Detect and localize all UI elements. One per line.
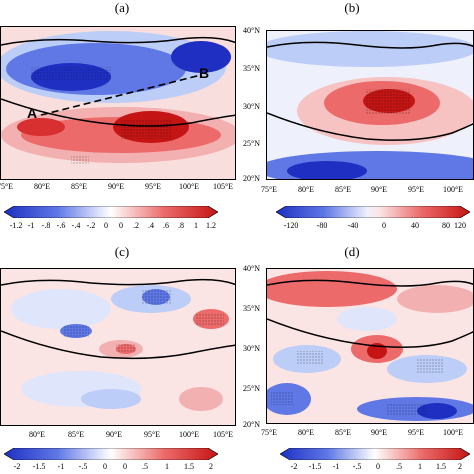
colorbar-c-tick: -1	[57, 462, 65, 471]
lon-tick: 100°E	[178, 430, 200, 439]
lon-tick: 95°E	[407, 428, 425, 437]
colorbar-a-tick: 1.2	[206, 221, 216, 230]
colorbar-a-tick: -.2	[86, 221, 96, 230]
panel-label-b: (b)	[344, 0, 360, 15]
colorbar-b-tick: -120	[283, 221, 299, 230]
lon-tick: 85°E	[67, 430, 85, 439]
colorbar-b-tick: 120	[454, 221, 466, 230]
colorbar-d-tick: .5	[396, 462, 402, 471]
lat-tick: 20°N	[243, 420, 260, 429]
lon-tick: 90°E	[370, 428, 388, 437]
colorbar-c-tick: 0	[103, 462, 107, 471]
colorbar-b-tick: 80	[442, 221, 450, 230]
map-a-field	[1, 27, 235, 179]
colorbar-a-tick: .6	[163, 221, 169, 230]
lon-tick: 90°E	[105, 430, 123, 439]
colorbar-c-tick: -2	[13, 462, 21, 471]
colorbar-d-tick: -2	[290, 462, 298, 471]
colorbar-b-tick: 40	[411, 221, 419, 230]
colorbar-a-tick: -.6	[56, 221, 66, 230]
colorbar-b-tick: -80	[316, 221, 328, 230]
point-a-label: A	[27, 105, 38, 121]
lon-tick: 80°E	[33, 182, 51, 191]
lon-tick: 100°E	[178, 182, 200, 191]
lon-tick: 95°E	[143, 430, 161, 439]
colorbar-a-tick: .4	[148, 221, 154, 230]
map-d	[266, 268, 474, 424]
colorbar-b-gradient	[276, 206, 470, 218]
lat-tick: 25°N	[243, 384, 260, 393]
colorbar-a-tick: 0	[119, 221, 123, 230]
colorbar-c-tick: .5	[142, 462, 148, 471]
lon-tick: 75°E	[0, 182, 14, 191]
colorbar-b-tick: 0	[382, 221, 386, 230]
lon-tick: 80°E	[297, 428, 315, 437]
lon-tick: 80°E	[28, 430, 46, 439]
lat-tick: 35°N	[243, 64, 260, 73]
lon-tick: 95°E	[144, 182, 162, 191]
colorbar-a-tick: .2	[133, 221, 139, 230]
map-d-field	[267, 269, 473, 423]
colorbar-d-tick: -1.5	[308, 462, 322, 471]
colorbar-c-tick: -1.5	[32, 462, 46, 471]
lon-tick: 105°E	[212, 182, 234, 191]
map-c	[0, 268, 236, 426]
colorbar-c	[4, 448, 218, 460]
lon-tick: 85°E	[334, 428, 352, 437]
map-a: A B	[0, 26, 236, 180]
colorbar-a	[4, 206, 218, 218]
colorbar-a-tick: -.4	[71, 221, 81, 230]
map-b-field	[267, 31, 473, 179]
colorbar-c-tick: 2	[209, 462, 213, 471]
colorbar-a-tick: 1	[194, 221, 198, 230]
colorbar-c-gradient	[4, 448, 218, 460]
colorbar-c-tick: 0	[123, 462, 127, 471]
colorbar-d-tick: 1	[418, 462, 422, 471]
colorbar-c-tick: 1	[165, 462, 169, 471]
map-c-field	[1, 269, 235, 425]
lat-tick: 30°N	[243, 102, 260, 111]
colorbar-d-tick: 0	[376, 462, 380, 471]
colorbar-d	[280, 448, 470, 460]
colorbar-a-tick: -1	[27, 221, 35, 230]
lon-tick: 100°E	[442, 428, 464, 437]
colorbar-a-tick: 0	[104, 221, 108, 230]
colorbar-d-tick: -.5	[352, 462, 362, 471]
lon-tick: 85°E	[334, 185, 352, 194]
lat-tick: 30°N	[243, 344, 260, 353]
lat-tick: 35°N	[243, 304, 260, 313]
colorbar-c-tick: 1.5	[184, 462, 194, 471]
colorbar-b	[276, 206, 470, 218]
lat-tick: 25°N	[243, 139, 260, 148]
panel-label-d: (d)	[344, 244, 360, 259]
lon-tick: 80°E	[297, 185, 315, 194]
colorbar-d-tick: 2	[458, 462, 462, 471]
colorbar-a-tick: .8	[178, 221, 184, 230]
lon-tick: 75°E	[260, 185, 278, 194]
colorbar-d-tick: -1	[332, 462, 340, 471]
colorbar-a-gradient	[4, 206, 218, 218]
lon-tick: 85°E	[70, 182, 88, 191]
point-b-label: B	[199, 65, 210, 81]
lon-tick: 75°E	[260, 428, 278, 437]
lat-tick: 20°N	[243, 174, 260, 183]
lat-tick: 40°N	[243, 264, 260, 273]
lon-tick: 95°E	[407, 185, 425, 194]
lon-tick: 100°E	[442, 185, 464, 194]
lon-tick: 90°E	[107, 182, 125, 191]
colorbar-a-tick: -.8	[41, 221, 51, 230]
colorbar-a-tick: -1.2	[9, 221, 23, 230]
map-b	[266, 30, 474, 180]
colorbar-c-tick: -.5	[78, 462, 88, 471]
panel-label-a: (a)	[114, 0, 130, 15]
colorbar-d-gradient	[280, 448, 470, 460]
colorbar-b-tick: -40	[347, 221, 359, 230]
colorbar-d-tick: 1.5	[436, 462, 446, 471]
lon-tick: 90°E	[370, 185, 388, 194]
panel-label-c: (c)	[114, 244, 130, 259]
lon-tick: 105°E	[212, 430, 234, 439]
lat-tick: 40°N	[243, 26, 260, 35]
